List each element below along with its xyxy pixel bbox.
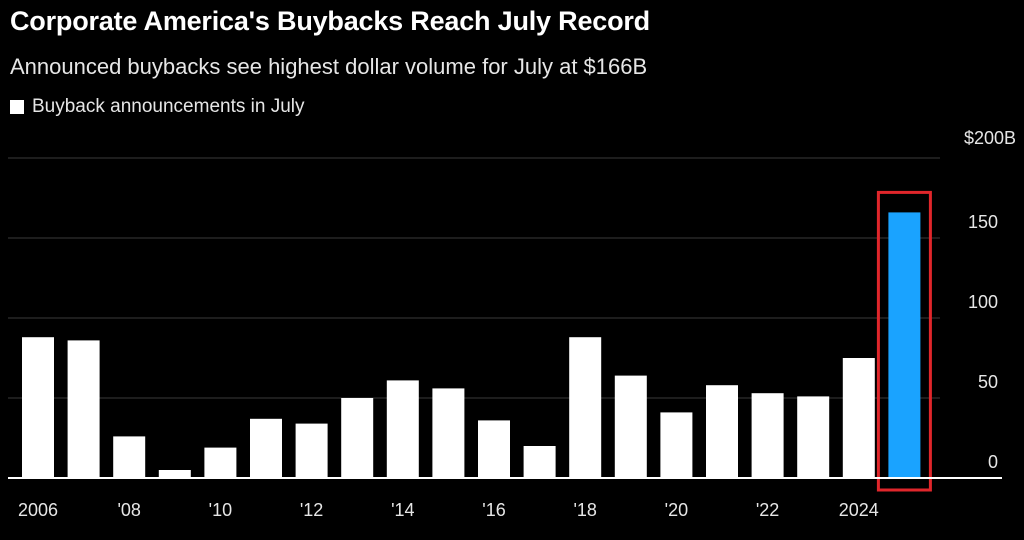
bar — [250, 418, 282, 478]
x-tick-label: '08 — [117, 500, 140, 520]
x-tick-label: '10 — [209, 500, 232, 520]
bar — [432, 388, 465, 478]
bar — [660, 412, 693, 478]
bar — [341, 398, 374, 478]
y-tick-label: 100 — [968, 292, 998, 312]
bar — [569, 337, 602, 478]
y-tick-label: 0 — [988, 452, 998, 472]
y-tick-label: $200B — [964, 128, 1016, 148]
x-tick-label: '20 — [665, 500, 688, 520]
x-tick-label: '14 — [391, 500, 414, 520]
bar — [842, 358, 875, 478]
legend-label: Buyback announcements in July — [32, 96, 305, 117]
x-tick-label: '22 — [756, 500, 779, 520]
bar — [706, 385, 738, 478]
bar — [797, 396, 830, 478]
bar — [22, 337, 54, 478]
bar-highlighted — [888, 212, 921, 478]
x-tick-label: '18 — [573, 500, 596, 520]
legend-swatch — [10, 100, 24, 114]
y-tick-label: 150 — [968, 212, 998, 232]
bar — [386, 380, 419, 478]
bar — [67, 340, 100, 478]
x-tick-label: 2006 — [18, 500, 58, 520]
bar — [204, 447, 237, 478]
y-tick-label: 50 — [978, 372, 998, 392]
x-tick-label: 2024 — [839, 500, 879, 520]
chart-title: Corporate America's Buybacks Reach July … — [10, 6, 650, 36]
bar — [295, 423, 328, 478]
bar — [113, 436, 146, 478]
bar — [523, 446, 556, 478]
bar — [478, 420, 510, 478]
bar — [614, 375, 647, 478]
x-tick-label: '12 — [300, 500, 323, 520]
bar — [751, 393, 784, 478]
highlight-box — [876, 190, 932, 492]
bar — [158, 470, 191, 478]
chart-legend: Buyback announcements in July — [10, 96, 305, 118]
x-tick-label: '16 — [482, 500, 505, 520]
chart-subtitle: Announced buybacks see highest dollar vo… — [10, 54, 648, 79]
